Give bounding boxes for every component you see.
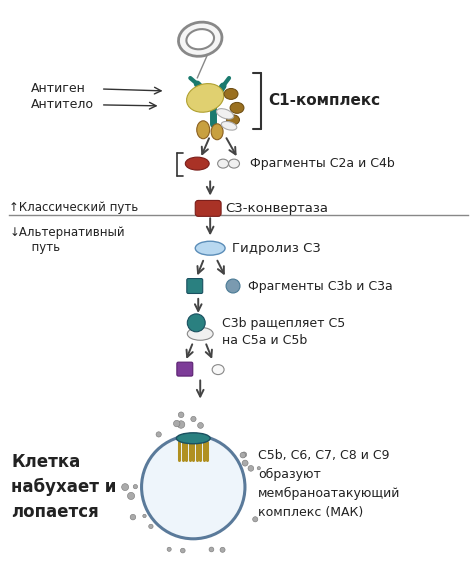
Ellipse shape — [224, 89, 238, 100]
Circle shape — [239, 452, 245, 458]
Ellipse shape — [196, 121, 209, 139]
Circle shape — [257, 467, 260, 470]
Circle shape — [133, 485, 137, 489]
Text: С3b ращепляет С5
на С5а и С5b: С3b ращепляет С5 на С5а и С5b — [222, 317, 345, 347]
Circle shape — [252, 516, 258, 522]
Circle shape — [180, 548, 185, 553]
Ellipse shape — [211, 124, 223, 140]
Ellipse shape — [216, 109, 233, 119]
Circle shape — [208, 547, 213, 552]
Circle shape — [190, 416, 196, 422]
Circle shape — [187, 314, 205, 332]
Ellipse shape — [187, 327, 213, 340]
Text: C5b, C6, C7, C8 и C9
образуют
мембраноатакующий
комплекс (МАК): C5b, C6, C7, C8 и C9 образуют мембраноат… — [258, 449, 399, 519]
Ellipse shape — [212, 365, 224, 375]
Text: Клетка
набухает и
лопается: Клетка набухает и лопается — [11, 453, 117, 521]
Circle shape — [197, 423, 203, 428]
Ellipse shape — [186, 29, 214, 49]
FancyBboxPatch shape — [177, 362, 192, 376]
Circle shape — [121, 483, 129, 490]
Circle shape — [242, 460, 248, 466]
Ellipse shape — [229, 102, 243, 113]
Circle shape — [142, 514, 146, 518]
Text: Антиген: Антиген — [31, 82, 86, 96]
FancyBboxPatch shape — [187, 278, 202, 294]
Circle shape — [226, 279, 239, 293]
Text: ↓Альтернативный
      путь: ↓Альтернативный путь — [10, 226, 125, 254]
Circle shape — [178, 412, 184, 417]
Text: С1-комплекс: С1-комплекс — [267, 93, 379, 108]
Circle shape — [248, 466, 253, 471]
Ellipse shape — [226, 115, 239, 125]
Circle shape — [167, 547, 171, 551]
Ellipse shape — [228, 159, 239, 168]
Ellipse shape — [185, 157, 209, 170]
FancyBboxPatch shape — [195, 200, 221, 217]
Ellipse shape — [186, 83, 223, 112]
Circle shape — [241, 452, 246, 457]
Ellipse shape — [217, 159, 228, 168]
Circle shape — [219, 547, 225, 552]
Ellipse shape — [221, 122, 236, 130]
Ellipse shape — [176, 433, 210, 444]
Circle shape — [177, 421, 184, 428]
Circle shape — [130, 514, 136, 520]
Text: С3-конвертаза: С3-конвертаза — [225, 202, 327, 215]
Text: ↑Классический путь: ↑Классический путь — [10, 201, 139, 214]
Circle shape — [173, 420, 179, 427]
Ellipse shape — [178, 22, 221, 56]
Circle shape — [141, 435, 245, 539]
Text: Фрагменты С3b и С3а: Фрагменты С3b и С3а — [248, 280, 392, 292]
Text: Гидролиз С3: Гидролиз С3 — [231, 241, 320, 255]
Ellipse shape — [195, 241, 225, 255]
Circle shape — [156, 432, 161, 437]
Circle shape — [127, 492, 134, 500]
Text: Антитело: Антитело — [31, 98, 94, 111]
Text: Фрагменты С2а и С4b: Фрагменты С2а и С4b — [249, 157, 394, 170]
Circle shape — [149, 524, 153, 529]
